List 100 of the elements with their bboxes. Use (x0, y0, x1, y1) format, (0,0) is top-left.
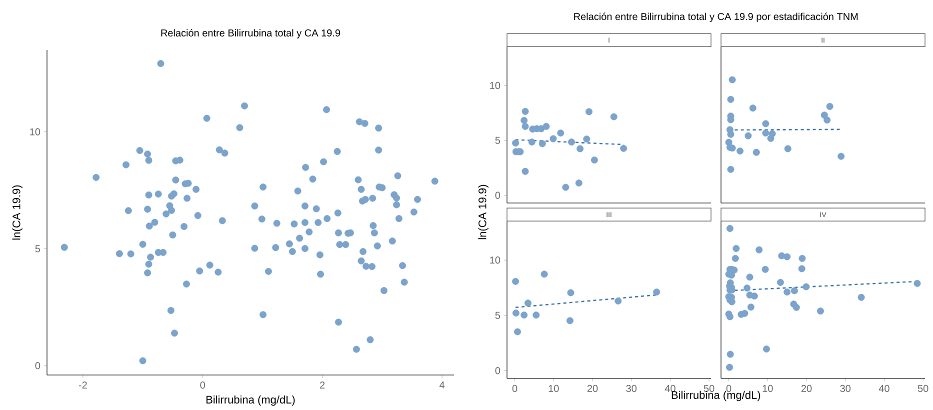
x-tick-label: 40 (664, 384, 676, 392)
point (514, 328, 521, 336)
point (557, 130, 564, 137)
point (732, 254, 739, 262)
point (798, 265, 806, 272)
point (784, 145, 792, 152)
point (728, 76, 736, 84)
point (727, 96, 734, 103)
point (512, 310, 520, 317)
chart-title: Relación entre Bilirrubina total y CA 19.9 por estadificación TNM (574, 12, 858, 22)
point (784, 288, 791, 296)
x-tick-label: 10 (548, 384, 559, 392)
point (776, 278, 784, 286)
chart-title: Relación entre Bilirrubina total y CA 19.9 (161, 29, 340, 38)
y-axis-title: ln(CA 19.9) (478, 184, 488, 240)
y-tick-label: 5 (495, 312, 500, 319)
point (726, 350, 734, 358)
x-tick-label: 10 (762, 384, 773, 392)
x-tick-label: 40 (878, 384, 890, 392)
point (746, 274, 754, 281)
point (538, 140, 546, 148)
point (512, 140, 520, 147)
x-axis-title: Bilirrubina (mg/dL) (206, 395, 295, 406)
point (614, 298, 622, 305)
y-tick-label: 10 (490, 256, 500, 264)
point (576, 145, 584, 152)
x-tick-label: 0 (512, 384, 518, 392)
point (749, 104, 756, 112)
x-tick-label: 50 (704, 384, 714, 392)
y-tick-label: 10 (490, 82, 500, 89)
point (790, 287, 798, 294)
point (620, 144, 628, 152)
point (858, 294, 865, 301)
point (732, 244, 740, 252)
point (583, 136, 590, 143)
y-axis-title: ln(CA 19.9) (12, 185, 22, 240)
point (610, 113, 618, 120)
point (540, 270, 548, 278)
point (750, 292, 758, 300)
point (736, 148, 744, 155)
point (762, 345, 770, 352)
point (568, 138, 576, 146)
point (566, 317, 574, 324)
point (826, 102, 834, 110)
point (727, 130, 734, 138)
x-tick-label: 4 (439, 382, 445, 388)
point (512, 278, 520, 285)
point (838, 152, 845, 160)
point (762, 130, 770, 137)
point (762, 266, 769, 273)
point (762, 120, 770, 128)
point (590, 156, 598, 164)
point (726, 313, 734, 320)
point (522, 168, 529, 175)
point (586, 108, 592, 116)
x-tick-label: -2 (78, 382, 87, 389)
point (756, 246, 763, 254)
point (784, 253, 791, 260)
point (728, 272, 735, 279)
point (824, 116, 831, 124)
x-tick-label: 0 (726, 384, 732, 392)
point (802, 283, 810, 290)
point (520, 116, 528, 124)
point (752, 148, 760, 156)
y-tick-label: 5 (495, 136, 500, 144)
point (575, 180, 582, 187)
point (726, 224, 734, 232)
x-tick-label: 30 (840, 384, 851, 392)
point (816, 308, 824, 315)
point (524, 300, 532, 307)
point (542, 122, 550, 130)
point (562, 184, 570, 191)
point (567, 289, 574, 296)
point (653, 288, 660, 296)
x-axis-title: Bilirrubina (mg/dL) (672, 390, 760, 402)
point (726, 364, 734, 371)
y-tick-label: 0 (35, 362, 40, 370)
y-tick-label: 10 (30, 128, 40, 136)
point (767, 134, 774, 142)
x-tick-label: 20 (587, 384, 598, 392)
x-tick-label: 30 (626, 384, 637, 392)
point (520, 312, 528, 319)
x-tick-label: 0 (200, 382, 206, 389)
y-tick-label: 0 (495, 192, 500, 199)
x-tick-label: 20 (801, 384, 812, 392)
point (738, 310, 745, 318)
x-tick-label: 50 (918, 384, 928, 392)
point (744, 132, 752, 140)
point (798, 254, 806, 262)
y-tick-label: 5 (35, 245, 40, 252)
point (914, 280, 921, 287)
point (522, 122, 529, 130)
point (744, 284, 751, 292)
point (532, 312, 540, 319)
point (747, 304, 754, 311)
point (792, 304, 800, 311)
point (727, 166, 734, 173)
point (522, 108, 529, 115)
y-tick-label: 0 (495, 367, 500, 374)
point (528, 138, 536, 146)
